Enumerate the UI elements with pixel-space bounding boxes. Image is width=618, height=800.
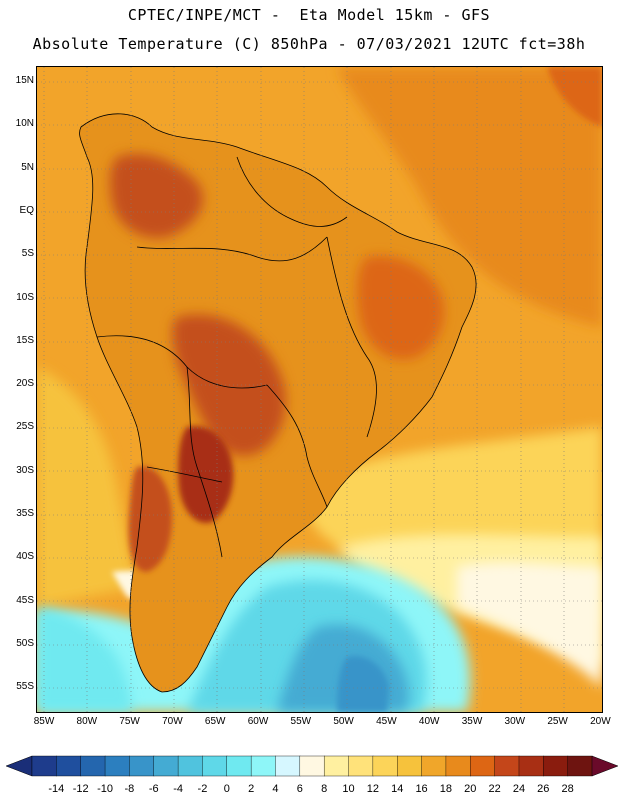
colorbar-label: 16 [415, 783, 428, 795]
colorbar-label: 18 [439, 783, 453, 795]
longitude-label: 40W [418, 716, 440, 727]
colorbar-label: 8 [321, 783, 328, 795]
colorbar-label: 24 [512, 783, 526, 795]
longitude-label: 75W [119, 716, 140, 727]
colorbar-label: 6 [296, 783, 303, 795]
map-canvas [37, 67, 602, 712]
colorbar-swatch [445, 755, 471, 777]
colorbar-swatch [80, 755, 106, 777]
colorbar-label: 10 [342, 783, 355, 795]
longitude-label: 25W [547, 716, 568, 727]
warm-core-andes-argentina [128, 466, 172, 572]
colorbar-swatch [397, 755, 423, 777]
longitude-label: 50W [333, 716, 354, 727]
latitude-label: 25S [16, 421, 34, 433]
latitude-label: 5N [21, 161, 34, 173]
map-title-line-2: Absolute Temperature (C) 850hPa - 07/03/… [32, 35, 586, 53]
warm-core-chaco [178, 426, 234, 523]
colorbar-label: 4 [272, 783, 279, 795]
colorbar-swatch [56, 755, 82, 777]
temperature-map [36, 66, 603, 713]
latitude-label: 40S [16, 551, 34, 563]
colorbar-label: 26 [537, 783, 550, 795]
colorbar-label: -14 [48, 783, 65, 795]
longitude-label: 60W [247, 716, 269, 727]
colorbar-label: -2 [197, 783, 208, 795]
colorbar-swatch [470, 755, 496, 777]
colorbar-label: 0 [223, 783, 230, 795]
longitude-label: 20W [590, 716, 611, 727]
longitude-label: 70W [162, 716, 183, 727]
warm-core-venezuela [110, 153, 203, 238]
latitude-label: 20S [16, 378, 34, 390]
colorbar-low-arrow [6, 755, 33, 777]
cold-air-deep-core [337, 656, 389, 712]
latitude-label: 45S [16, 594, 34, 606]
colorbar-swatch [348, 755, 374, 777]
warm-core-northeast-brazil [357, 256, 445, 360]
colorbar-swatch [129, 755, 155, 777]
colorbar-label: -12 [72, 783, 89, 795]
longitude-label: 85W [33, 716, 55, 727]
temperature-colorbar [6, 755, 618, 777]
colorbar-label: 2 [248, 783, 255, 795]
longitude-label: 45W [376, 716, 397, 727]
colorbar-swatch [494, 755, 520, 777]
colorbar-high-arrow [591, 755, 618, 777]
latitude-label: 30S [16, 464, 34, 476]
colorbar-swatch [275, 755, 301, 777]
colorbar-label: 20 [464, 783, 477, 795]
colorbar-label: -6 [148, 783, 159, 795]
map-title-line-1: CPTEC/INPE/MCT - Eta Model 15km - GFS [127, 6, 491, 24]
colorbar-swatch [518, 755, 544, 777]
colorbar-label: -4 [173, 783, 183, 795]
colorbar-swatch [567, 755, 593, 777]
colorbar-swatch [421, 755, 447, 777]
latitude-label: 35S [16, 508, 34, 519]
longitude-label: 65W [204, 716, 226, 727]
colorbar-label: -10 [97, 783, 113, 795]
colorbar-swatch [202, 755, 228, 777]
colorbar-swatch [153, 755, 179, 777]
cold-air-pacific-south [37, 607, 132, 712]
longitude-label: 80W [76, 716, 98, 727]
latitude-label: 5S [21, 248, 34, 260]
colorbar-swatch [104, 755, 130, 777]
longitude-label: 55W [290, 716, 312, 727]
south-atlantic-cream-patch [457, 562, 602, 687]
colorbar-label: -8 [124, 783, 135, 795]
colorbar-swatch [250, 755, 276, 777]
colorbar-swatch [543, 755, 569, 777]
colorbar-label: 12 [366, 783, 379, 795]
latitude-label: EQ [19, 204, 34, 216]
north-atlantic-hot-spot [547, 67, 602, 127]
north-atlantic-warm-band [337, 67, 602, 327]
colorbar-swatch [31, 755, 57, 777]
latitude-label: 50S [16, 637, 34, 649]
colorbar-swatch [226, 755, 252, 777]
latitude-label: 15S [16, 334, 34, 346]
colorbar-label: 22 [488, 783, 501, 795]
latitude-label: 55S [16, 681, 34, 693]
country-borders [79, 113, 477, 693]
colorbar-swatch [323, 755, 350, 777]
colorbar-swatch [299, 755, 325, 777]
colorbar-swatch [177, 755, 203, 777]
colorbar-swatch [372, 755, 398, 777]
longitude-label: 35W [461, 716, 483, 727]
latitude-label: 10N [15, 118, 34, 130]
latitude-label: 10S [16, 291, 34, 303]
colorbar-label: 14 [391, 783, 404, 795]
latitude-label: 15N [15, 75, 34, 86]
longitude-label: 30W [504, 716, 526, 727]
colorbar-label: 28 [561, 783, 574, 795]
